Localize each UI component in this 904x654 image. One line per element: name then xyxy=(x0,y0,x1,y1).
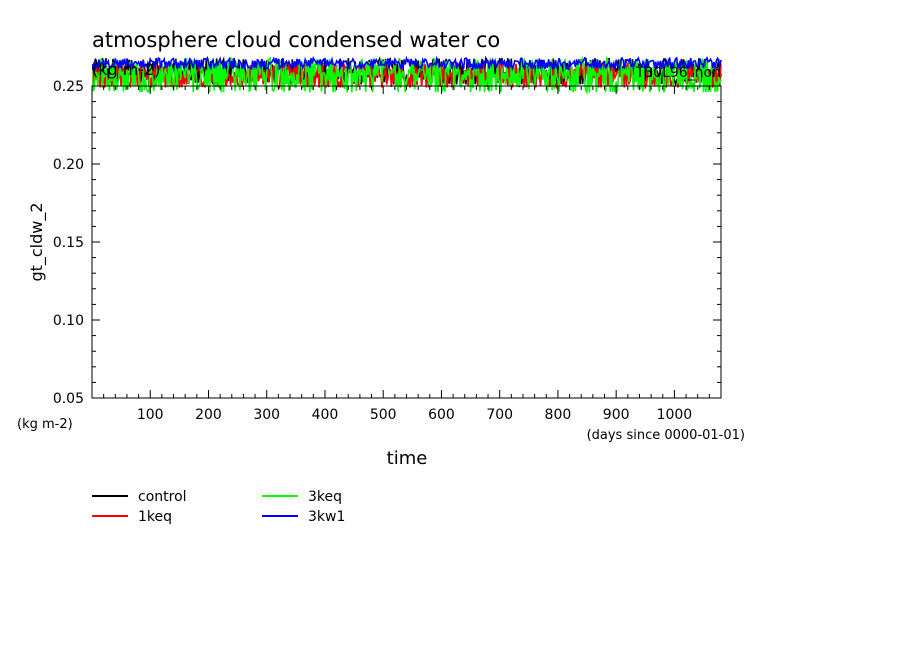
x-tick-label: 100 xyxy=(137,407,164,423)
legend: control 1keq 3keq 3kw1 xyxy=(92,489,345,525)
series-line-3kw1 xyxy=(92,55,722,72)
series-line-3keq xyxy=(92,56,722,95)
y-tick-label: 0.25 xyxy=(53,79,84,95)
x-tick-label: 400 xyxy=(312,407,339,423)
x-tick-label: 800 xyxy=(545,407,572,423)
y-tick-label: 0.10 xyxy=(53,313,84,329)
title-units: (kg m-2) xyxy=(92,60,161,79)
legend-label-3kw1: 3kw1 xyxy=(308,509,345,525)
axes-layer: 100 200 300 400 500 600 700 800 900 1000 0.05 0.10 0… xyxy=(53,79,722,423)
legend-label-control: control xyxy=(138,489,187,505)
y-axis-label: gt_cldw_2 xyxy=(27,202,47,281)
x-tick-label: 200 xyxy=(195,407,222,423)
legend-label-1keq: 1keq xyxy=(138,509,172,525)
y-tick-label: 0.20 xyxy=(53,157,84,173)
x-tick-label: 1000 xyxy=(657,407,693,423)
chart-title: atmosphere cloud condensed water co xyxy=(92,28,500,52)
x-tick-label: 300 xyxy=(253,407,280,423)
x-tick-label: 700 xyxy=(486,407,513,423)
y-tick-label: 0.05 xyxy=(53,391,84,407)
x-axis-label: time xyxy=(387,448,428,469)
y-tick-label: 0.15 xyxy=(53,235,84,251)
x-tick-label: 900 xyxy=(603,407,630,423)
x-tick-label: 600 xyxy=(428,407,455,423)
run-label: T30L96_non xyxy=(635,65,721,81)
legend-label-3keq: 3keq xyxy=(308,489,342,505)
x-tick-label: 500 xyxy=(370,407,397,423)
y-axis-units: (kg m-2) xyxy=(17,417,73,432)
x-axis-units: (days since 0000-01-01) xyxy=(587,428,745,443)
series-layer xyxy=(92,55,722,95)
